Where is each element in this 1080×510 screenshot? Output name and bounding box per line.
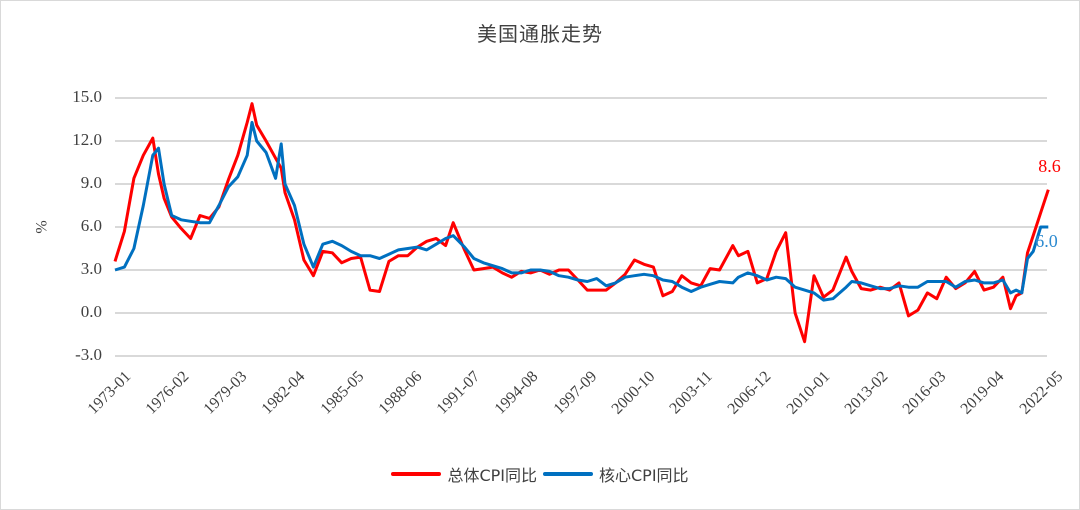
y-tick-label: 9.0 (80, 172, 102, 192)
y-tick-label: -3.0 (75, 344, 102, 364)
core-cpi-line (114, 120, 1049, 302)
legend-item-core-cpi: 核心CPI同比 (543, 462, 689, 486)
legend-label: 核心CPI同比 (599, 466, 689, 485)
legend-item-headline-cpi: 总体CPI同比 (391, 462, 537, 486)
legend-swatch-blue (543, 472, 593, 476)
gridlines (115, 97, 1047, 357)
y-tick-label: 3.0 (80, 258, 102, 278)
y-tick-label: 12.0 (72, 129, 102, 149)
core-cpi-end-label: 6.0 (1035, 230, 1058, 251)
chart-title: 美国通胀走势 (477, 22, 603, 46)
legend-swatch-red (391, 472, 442, 476)
headline-cpi-end-label: 8.6 (1038, 155, 1061, 176)
y-tick-label: 0.0 (80, 301, 102, 321)
y-tick-label: 15.0 (72, 87, 102, 106)
y-tick-label: 6.0 (80, 215, 102, 235)
series-lines (113, 102, 1050, 344)
legend-label: 总体CPI同比 (447, 466, 537, 485)
chart-legend: 总体CPI同比 核心CPI同比 (0, 462, 1080, 486)
